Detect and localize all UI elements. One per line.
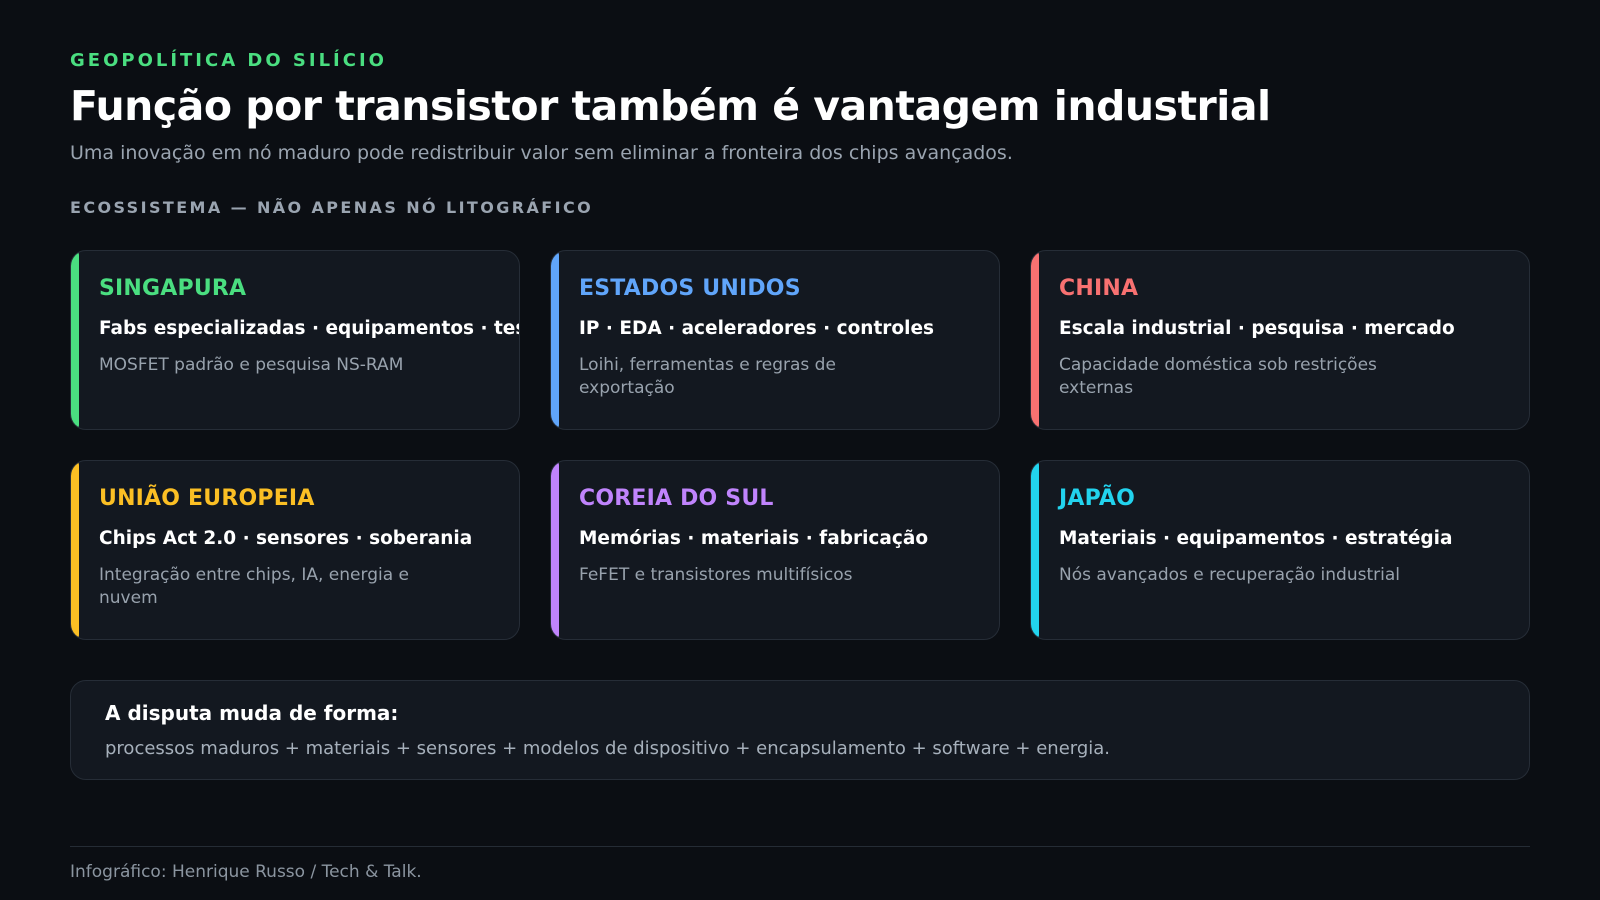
footer-credit: Infográfico: Henrique Russo / Tech & Tal… (70, 862, 422, 882)
eyebrow-label: GEOPOLÍTICA DO SILÍCIO (70, 50, 387, 71)
card-european-union: UNIÃO EUROPEIA Chips Act 2.0 · sensores … (70, 460, 520, 640)
card-country-name: UNIÃO EUROPEIA (99, 486, 315, 511)
card-focus: Escala industrial · pesquisa · mercado (1059, 318, 1455, 339)
card-detail: MOSFET padrão e pesquisa NS-RAM (99, 355, 404, 375)
card-detail: FeFET e transistores multifísicos (579, 565, 853, 585)
page-title: Função por transistor também é vantagem … (70, 82, 1271, 130)
card-accent-bar (1031, 251, 1039, 429)
section-label: ECOSSISTEMA — NÃO APENAS NÓ LITOGRÁFICO (70, 198, 594, 217)
card-china: CHINA Escala industrial · pesquisa · mer… (1030, 250, 1530, 430)
card-accent-bar (71, 461, 79, 639)
country-card-grid: SINGAPURA Fabs especializadas · equipame… (70, 250, 1530, 640)
card-focus: Fabs especializadas · equipamentos · tes… (99, 318, 520, 339)
card-detail: Integração entre chips, IA, energia e nu… (99, 565, 409, 608)
card-focus: Chips Act 2.0 · sensores · soberania (99, 528, 473, 549)
footer-divider (70, 846, 1530, 847)
card-focus: Memórias · materiais · fabricação (579, 528, 929, 549)
card-united-states: ESTADOS UNIDOS IP · EDA · aceleradores ·… (550, 250, 1000, 430)
card-accent-bar (71, 251, 79, 429)
card-country-name: SINGAPURA (99, 276, 247, 301)
page-subtitle: Uma inovação em nó maduro pode redistrib… (70, 142, 1013, 164)
infographic: GEOPOLÍTICA DO SILÍCIO Função por transi… (70, 0, 1530, 900)
card-detail: Nós avançados e recuperação industrial (1059, 565, 1400, 585)
card-detail: Capacidade doméstica sob restrições exte… (1059, 355, 1377, 398)
card-accent-bar (551, 251, 559, 429)
card-singapore: SINGAPURA Fabs especializadas · equipame… (70, 250, 520, 430)
card-focus: Materiais · equipamentos · estratégia (1059, 528, 1453, 549)
card-country-name: ESTADOS UNIDOS (579, 276, 801, 301)
summary-box: A disputa muda de forma: processos madur… (70, 680, 1530, 780)
card-japan: JAPÃO Materiais · equipamentos · estraté… (1030, 460, 1530, 640)
card-south-korea: COREIA DO SUL Memórias · materiais · fab… (550, 460, 1000, 640)
card-accent-bar (551, 461, 559, 639)
card-country-name: CHINA (1059, 276, 1139, 301)
card-country-name: COREIA DO SUL (579, 486, 774, 511)
card-country-name: JAPÃO (1059, 486, 1136, 511)
summary-heading: A disputa muda de forma: (105, 701, 399, 725)
card-detail: Loihi, ferramentas e regras de exportaçã… (579, 355, 836, 398)
card-focus: IP · EDA · aceleradores · controles (579, 318, 935, 339)
card-accent-bar (1031, 461, 1039, 639)
summary-body: processos maduros + materiais + sensores… (105, 738, 1111, 759)
